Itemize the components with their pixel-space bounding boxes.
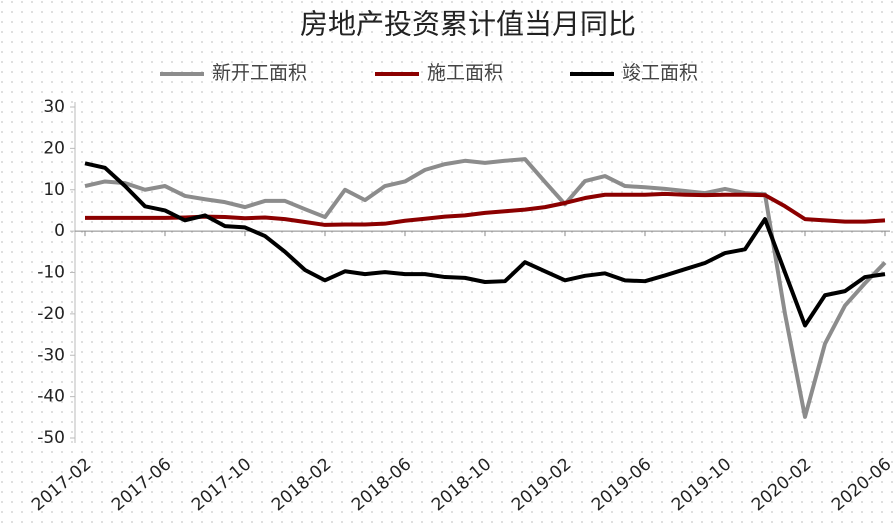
y-tick-label: -10 [37,263,65,283]
y-tick-label: 20 [43,138,65,158]
legend-label: 施工面积 [427,62,503,84]
series-line [84,161,886,328]
y-tick-label: -40 [37,387,65,407]
y-tick-label: 30 [43,97,65,117]
y-tick-label: 10 [43,180,65,200]
y-tick-label: -50 [37,428,65,448]
y-tick-label: -20 [37,304,65,324]
y-tick-label: 0 [54,221,65,241]
series-line [85,191,886,227]
chart-title: 房地产投资累计值当月同比 [300,8,636,41]
legend-label: 新开工面积 [212,62,307,84]
y-tick-label: -30 [37,345,65,365]
legend-label: 竣工面积 [622,62,698,84]
